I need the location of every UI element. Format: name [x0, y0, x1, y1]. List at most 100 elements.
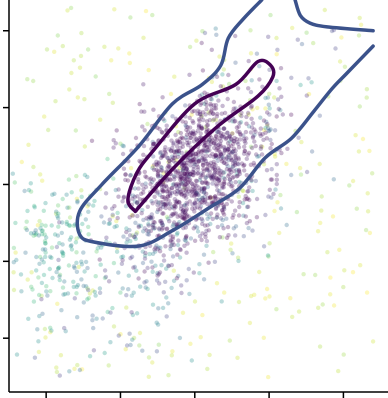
scatter-point	[168, 148, 174, 153]
scatter-point	[228, 247, 233, 252]
scatter-point	[170, 182, 176, 187]
scatter-point	[231, 116, 236, 121]
scatter-point	[200, 147, 206, 153]
scatter-point	[211, 117, 217, 122]
scatter-point	[243, 78, 248, 84]
scatter-point	[177, 219, 182, 225]
scatter-point	[186, 173, 192, 178]
scatter-point	[31, 230, 37, 236]
scatter-point	[158, 151, 163, 156]
scatter-point	[336, 368, 341, 374]
scatter-point	[219, 159, 225, 164]
scatter-point	[60, 220, 65, 225]
scatter-point	[211, 140, 217, 146]
scatter-point	[159, 221, 164, 226]
scatter-point	[221, 132, 226, 137]
scatter-point	[233, 161, 238, 166]
scatter-point	[247, 197, 252, 203]
scatter-point	[163, 151, 168, 156]
scatter-point	[231, 212, 236, 218]
scatter-point	[136, 223, 141, 228]
scatter-point	[138, 223, 143, 228]
scatter-point	[205, 165, 210, 171]
scatter-point	[143, 184, 149, 190]
scatter-point	[261, 244, 267, 249]
scatter-point	[298, 172, 304, 177]
scatter-point	[264, 286, 270, 292]
scatter-point	[144, 175, 149, 180]
scatter-point	[261, 118, 267, 123]
scatter-point	[204, 102, 209, 108]
scatter-point	[44, 284, 49, 289]
scatter-point	[155, 246, 160, 252]
scatter-point	[204, 145, 209, 150]
scatter-point	[12, 180, 17, 185]
scatter-point	[212, 194, 218, 199]
scatter-point	[221, 181, 226, 187]
scatter-point	[267, 187, 272, 192]
scatter-point	[150, 139, 155, 145]
scatter-point	[197, 271, 202, 276]
scatter-point	[174, 198, 180, 204]
scatter-point	[320, 302, 325, 307]
scatter-point	[249, 125, 255, 130]
scatter-point	[230, 164, 235, 169]
scatter-point	[185, 125, 190, 130]
scatter-point	[123, 177, 128, 183]
scatter-point	[178, 206, 184, 211]
scatter-point	[217, 175, 222, 180]
scatter-point	[254, 215, 260, 220]
scatter-point	[260, 84, 265, 90]
scatter-point	[163, 183, 169, 188]
scatter-point	[356, 33, 362, 38]
scatter-point	[166, 216, 171, 221]
scatter-point	[49, 223, 54, 228]
scatter-point	[77, 65, 83, 70]
scatter-point	[215, 111, 220, 117]
scatter-point	[202, 199, 208, 204]
scatter-point	[214, 183, 219, 188]
scatter-point	[82, 269, 87, 274]
scatter-point	[86, 232, 91, 237]
scatter-point	[116, 194, 121, 199]
scatter-point	[64, 219, 70, 225]
scatter-point	[44, 235, 49, 240]
scatter-point	[203, 232, 208, 237]
scatter-point	[29, 270, 34, 275]
scatter-point	[264, 119, 269, 125]
scatter-point	[243, 129, 249, 135]
scatter-point	[170, 254, 176, 259]
scatter-point	[36, 339, 41, 344]
scatter-point	[184, 132, 190, 137]
scatter-point	[199, 124, 204, 129]
scatter-point	[235, 140, 240, 145]
scatter-point	[160, 153, 165, 158]
scatter-point	[274, 52, 279, 57]
scatter-point	[220, 103, 225, 109]
scatter-point	[158, 245, 163, 250]
scatter-point	[129, 254, 135, 259]
scatter-point	[45, 293, 50, 298]
scatter-point	[203, 175, 208, 180]
scatter-point	[187, 140, 192, 145]
scatter-point	[241, 188, 246, 194]
scatter-point	[161, 184, 167, 189]
scatter-point	[183, 216, 188, 221]
scatter-point	[74, 236, 79, 241]
scatter-point	[365, 191, 370, 196]
scatter-point	[224, 156, 229, 162]
scatter-point	[154, 349, 160, 354]
scatter-point	[67, 215, 73, 220]
scatter-point	[54, 269, 59, 275]
scatter-point	[242, 197, 247, 202]
scatter-point	[199, 114, 204, 120]
scatter-point	[197, 234, 203, 239]
scatter-point	[214, 181, 219, 187]
scatter-point	[150, 251, 156, 256]
scatter-point	[183, 235, 188, 241]
scatter-point	[184, 187, 190, 192]
scatter-point	[280, 112, 285, 117]
scatter-point	[322, 7, 327, 13]
scatter-point	[208, 96, 213, 102]
scatter-point	[196, 185, 201, 190]
